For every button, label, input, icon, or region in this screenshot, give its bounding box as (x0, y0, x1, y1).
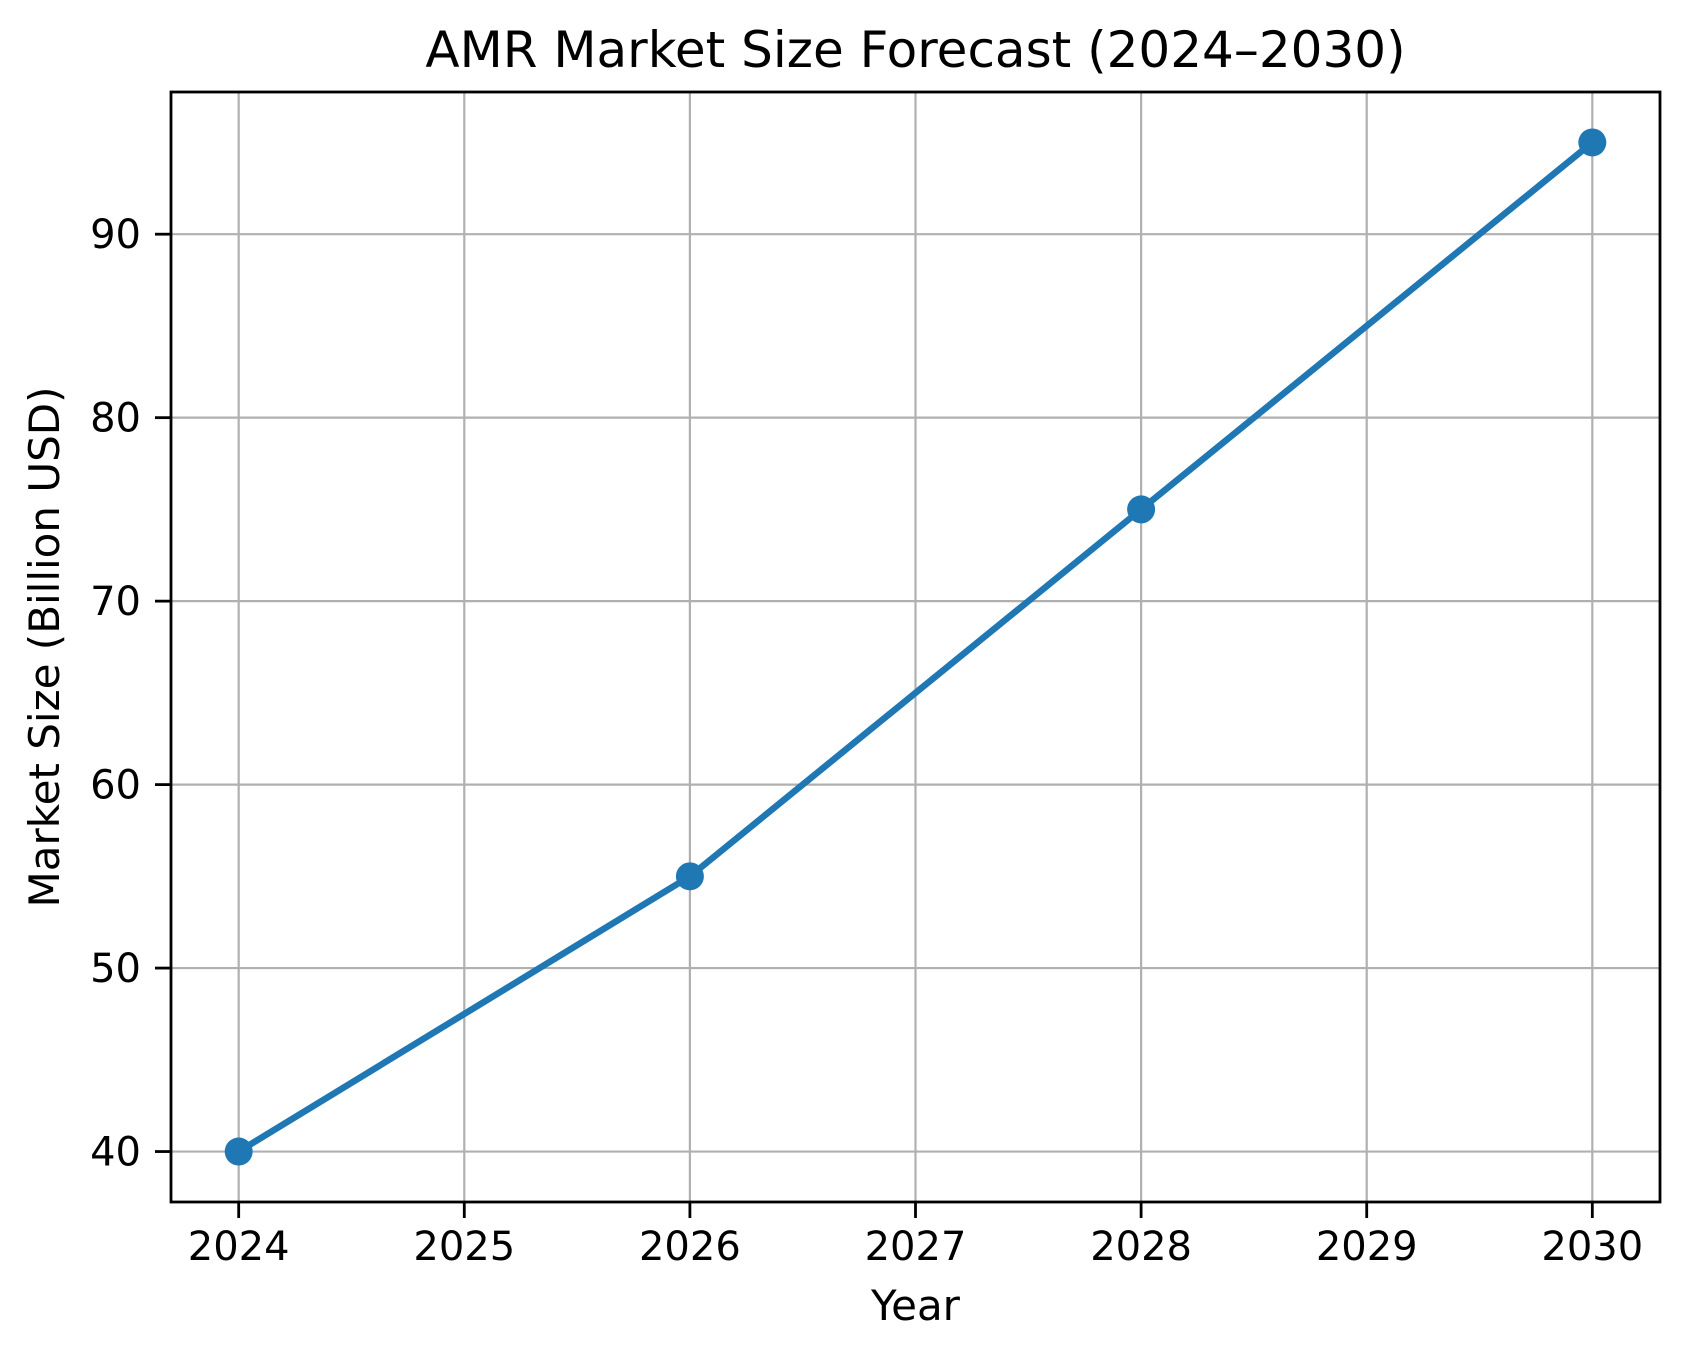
data-point (1127, 495, 1156, 524)
y-axis-label: Market Size (Billion USD) (19, 386, 69, 908)
y-tick-label: 40 (90, 1130, 141, 1176)
x-tick-label: 2027 (865, 1224, 967, 1270)
x-tick-label: 2025 (413, 1224, 515, 1270)
y-tick-label: 80 (90, 396, 141, 442)
chart-title: AMR Market Size Forecast (2024–2030) (425, 21, 1406, 79)
y-tick-label: 50 (90, 946, 141, 992)
y-tick-label: 60 (90, 763, 141, 809)
x-tick-label: 2026 (639, 1224, 741, 1270)
data-point (1578, 128, 1607, 157)
y-tick-label: 90 (90, 212, 141, 258)
data-point (675, 862, 704, 891)
data-line (235, 139, 1596, 1155)
x-axis-label: Year (871, 1281, 960, 1330)
y-tick-label: 70 (90, 579, 141, 625)
x-tick-label: 2028 (1090, 1224, 1192, 1270)
x-tick-label: 2024 (188, 1224, 290, 1270)
data-point (224, 1137, 253, 1166)
x-tick-label: 2030 (1541, 1224, 1643, 1270)
x-tick-label: 2029 (1316, 1224, 1418, 1270)
